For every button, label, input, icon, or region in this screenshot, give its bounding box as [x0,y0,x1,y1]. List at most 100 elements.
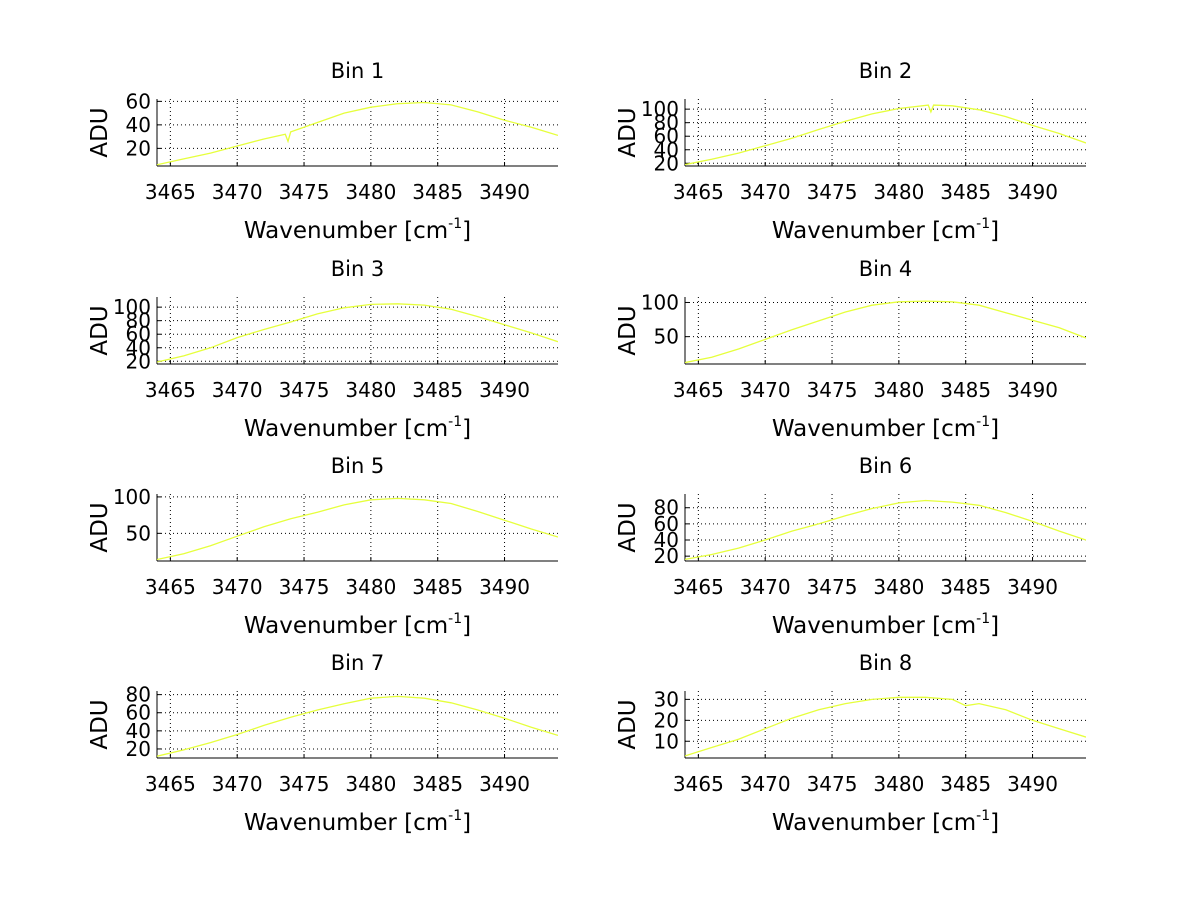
x-axis-label: Wavenumber [cm-1] [244,611,471,639]
y-tick-label: 40 [654,138,679,162]
x-tick-label: 3465 [673,180,724,204]
y-axis-label: ADU [87,502,113,552]
x-tick-label: 3485 [412,772,463,796]
x-axis-label: Wavenumber [cm-1] [244,808,471,836]
spectrum-line [685,499,1086,561]
y-axis-label: ADU [87,305,113,355]
x-tick-label: 3470 [740,575,791,599]
x-axis-label-main: Wavenumber [cm [772,218,976,244]
y-tick-label: 100 [641,97,679,121]
x-axis-label-exponent: -1 [976,808,990,824]
x-axis-label-exponent: -1 [448,414,462,430]
y-axis-label: ADU [615,502,641,552]
y-tick-label: 50 [126,521,151,545]
x-tick-label: 3475 [279,575,330,599]
x-tick-label: 3480 [345,575,396,599]
y-axis-label: ADU [87,107,113,157]
x-axis-label-main: Wavenumber [cm [772,810,976,836]
x-tick-label: 3490 [479,772,530,796]
y-tick-label: 100 [113,485,151,509]
y-tick-label: 30 [654,687,679,711]
y-tick-label: 10 [654,729,679,753]
y-axis-label: ADU [615,699,641,749]
y-tick-label: 50 [654,325,679,349]
y-tick-label: 100 [113,295,151,319]
y-tick-label: 40 [126,719,151,743]
x-tick-label: 3475 [807,772,858,796]
x-tick-label: 3485 [940,575,991,599]
x-tick-label: 3465 [673,378,724,402]
x-axis-label-main: Wavenumber [cm [772,416,976,442]
subplot-4: Bin 4 3465 3470 3475 3480 3485 3490 50 100 Wavenu… [615,257,1086,442]
spectrum-line [685,696,1086,757]
x-tick-label: 3475 [279,378,330,402]
y-axis-label: ADU [87,699,113,749]
y-tick-label: 60 [126,89,151,113]
x-tick-label: 3490 [479,575,530,599]
x-tick-label: 3490 [479,378,530,402]
x-axis-label-exponent: -1 [976,611,990,627]
y-tick-label: 20 [654,708,679,732]
x-axis-label-exponent: -1 [448,216,462,232]
x-axis-label-end: ] [990,810,999,836]
x-axis-label-end: ] [990,613,999,639]
y-tick-label: 80 [654,111,679,135]
spectrum-line [685,300,1086,364]
x-tick-label: 3480 [873,772,924,796]
x-axis-label-exponent: -1 [976,216,990,232]
x-tick-label: 3480 [873,575,924,599]
x-tick-label: 3475 [807,180,858,204]
y-tick-label: 40 [126,336,151,360]
spectrum-line [685,104,1086,166]
x-tick-label: 3465 [673,772,724,796]
x-tick-label: 3475 [279,772,330,796]
y-tick-label: 20 [126,349,151,373]
spectrum-line [157,101,558,166]
x-tick-label: 3470 [212,772,263,796]
subplot-title: Bin 8 [859,651,913,675]
x-axis-label-end: ] [990,218,999,244]
y-tick-label: 20 [126,136,151,160]
x-tick-label: 3480 [345,378,396,402]
x-tick-label: 3470 [740,180,791,204]
x-axis-label-main: Wavenumber [cm [772,613,976,639]
subplot-3: Bin 3 3465 3470 3475 3480 3485 3490 20406080100… [87,257,558,442]
y-tick-label: 80 [126,309,151,333]
y-tick-label: 40 [654,528,679,552]
subplot-2: Bin 2 3465 3470 3475 3480 3485 3490 20406080100… [615,59,1086,244]
subplot-title: Bin 6 [859,454,913,478]
x-tick-label: 3465 [145,180,196,204]
x-axis-label-exponent: -1 [448,808,462,824]
x-tick-label: 3465 [145,378,196,402]
subplot-title: Bin 5 [331,454,385,478]
x-axis-label: Wavenumber [cm-1] [244,414,471,442]
x-tick-label: 3480 [345,772,396,796]
x-axis-label-exponent: -1 [448,611,462,627]
y-axis-label: ADU [615,305,641,355]
y-tick-label: 60 [126,701,151,725]
spectrum-line [157,695,558,757]
y-tick-label: 60 [654,124,679,148]
x-tick-label: 3485 [412,180,463,204]
x-tick-label: 3490 [1007,180,1058,204]
subplot-title: Bin 2 [859,59,913,83]
spectrum-line [157,497,558,561]
x-tick-label: 3470 [212,180,263,204]
x-tick-label: 3475 [807,378,858,402]
x-axis-label-end: ] [462,416,471,442]
x-axis-label-main: Wavenumber [cm [244,416,448,442]
y-tick-label: 20 [654,544,679,568]
subplot-5: Bin 5 3465 3470 3475 3480 3485 3490 50 100 Wavenu… [87,454,558,639]
x-tick-label: 3470 [740,378,791,402]
x-axis-label: Wavenumber [cm-1] [244,216,471,244]
x-axis-label: Wavenumber [cm-1] [772,611,999,639]
x-axis-label-main: Wavenumber [cm [244,218,448,244]
y-axis-label: ADU [615,107,641,157]
y-tick-label: 60 [654,512,679,536]
x-tick-label: 3485 [940,378,991,402]
x-tick-label: 3475 [807,575,858,599]
x-tick-label: 3480 [873,378,924,402]
x-tick-label: 3490 [1007,772,1058,796]
